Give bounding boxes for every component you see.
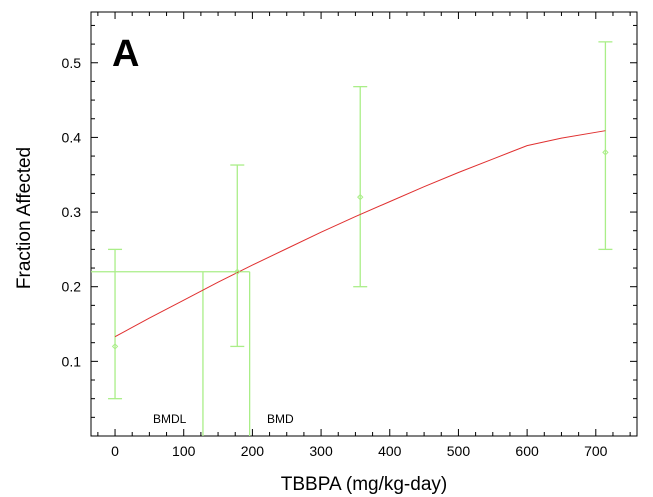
fit-curve [114, 130, 606, 338]
plot-frame [90, 11, 638, 437]
x-tick-label: 500 [447, 443, 471, 459]
error-bars [108, 41, 613, 400]
x-tick-label: 700 [584, 443, 608, 459]
data-point [357, 193, 364, 201]
x-tick-label: 100 [172, 443, 196, 459]
y-tick-label: 0.3 [62, 204, 82, 220]
x-tick-label: 200 [241, 443, 265, 459]
y-tick-label: 0.5 [62, 55, 82, 71]
x-tick-label: 300 [309, 443, 333, 459]
panel-label: A [112, 33, 139, 75]
data-points [111, 149, 609, 350]
y-tick-label: 0.2 [62, 279, 82, 295]
data-point [111, 343, 119, 350]
y-tick-label: 0.4 [62, 129, 82, 145]
y-tick-labels: 0.1 0.2 0.3 0.4 0.5 [62, 55, 82, 370]
y-axis-title: Fraction Affected [14, 147, 35, 289]
data-point [602, 149, 609, 156]
bmd-guide-lines [91, 271, 251, 436]
x-tick-label: 0 [111, 443, 119, 459]
x-tick-label: 400 [378, 443, 402, 459]
x-tick-labels: 0 100 200 300 400 500 600 700 [111, 443, 608, 459]
data-point [234, 268, 241, 275]
x-tick-label: 600 [515, 443, 539, 459]
x-axis-title: TBBPA (mg/kg-day) [281, 474, 447, 495]
tick-marks [91, 12, 637, 436]
y-tick-label: 0.1 [62, 353, 82, 369]
bmdl-label: BMDL [153, 412, 187, 426]
bmd-label: BMD [267, 412, 294, 426]
